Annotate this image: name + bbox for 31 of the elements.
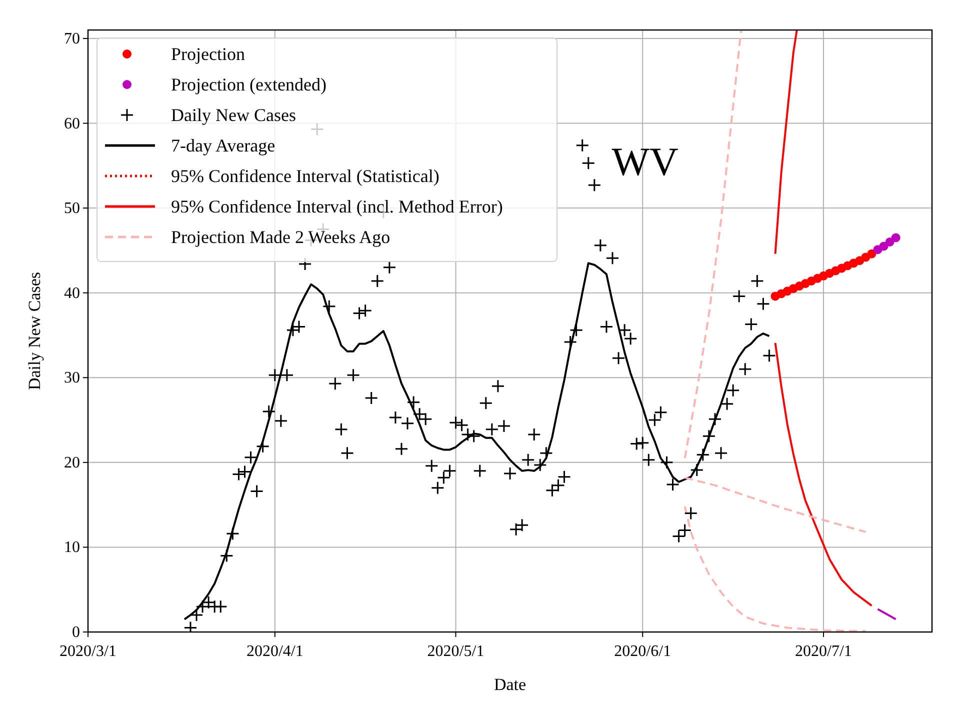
y-axis-title: Daily New Cases [25,272,44,390]
y-tick-label: 0 [72,624,80,641]
line-series [684,30,742,460]
legend-label: Projection (extended) [171,74,326,94]
x-tick-label: 2020/5/1 [427,643,484,660]
legend-label: 95% Confidence Interval (Statistical) [171,166,440,186]
line-series [774,342,873,607]
y-tick-label: 70 [64,30,80,48]
legend-label: Projection Made 2 Weeks Ago [171,227,390,247]
legend-label: 7-day Average [171,136,276,156]
point [891,233,900,242]
y-tick-label: 10 [64,539,80,556]
y-tick-label: 60 [64,115,80,132]
line-series [876,608,897,620]
text: WV [612,139,678,184]
y-tick-label: 50 [64,200,80,218]
x-tick-label: 2020/4/1 [246,643,304,660]
legend-label: Projection [171,44,245,64]
line-series [774,30,798,255]
line-series [684,506,867,632]
y-tick-label: 40 [64,284,80,302]
legend-label: 95% Confidence Interval (incl. Method Error) [171,196,503,216]
x-axis-title: Date [494,675,526,694]
x-tick-label: 2020/6/1 [614,643,672,660]
line-series [684,476,867,533]
line-series [183,262,770,620]
x-tick-label: 2020/7/1 [795,643,852,660]
x-tick-label: 2020/3/1 [60,643,116,660]
y-tick-label: 20 [64,454,80,472]
legend-label: Daily New Cases [171,105,296,125]
y-tick-label: 30 [64,370,80,387]
